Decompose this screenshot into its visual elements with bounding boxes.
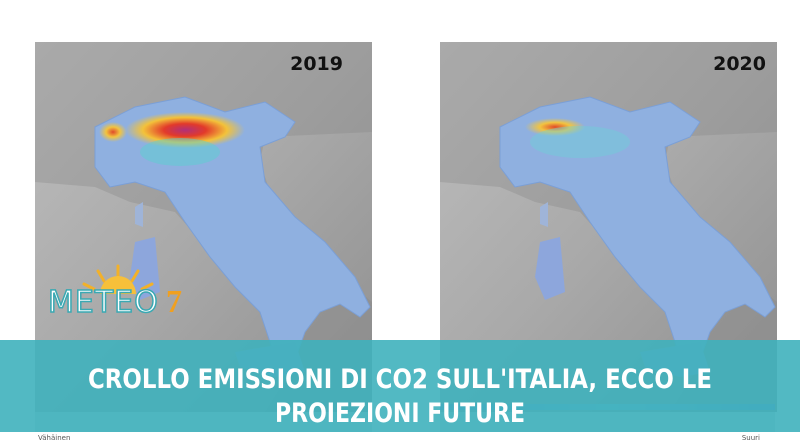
headline-line: CROLLO EMISSIONI DI CO2 SULL'ITALIA, ECC… <box>88 364 712 395</box>
legend-high: Suuri <box>742 434 760 442</box>
map-2020 <box>439 41 778 413</box>
year-label: 2019 <box>290 53 343 75</box>
legend-low: Vähäinen <box>38 434 70 442</box>
logo-number: 7 <box>166 283 182 319</box>
year-label: 2020 <box>713 53 766 75</box>
headline-banner <box>0 340 800 432</box>
logo: METEO 7 <box>47 264 182 321</box>
headline-line: PROIEZIONI FUTURE <box>275 398 525 429</box>
map-2019 <box>34 41 373 413</box>
logo-text: METEO <box>48 285 159 320</box>
